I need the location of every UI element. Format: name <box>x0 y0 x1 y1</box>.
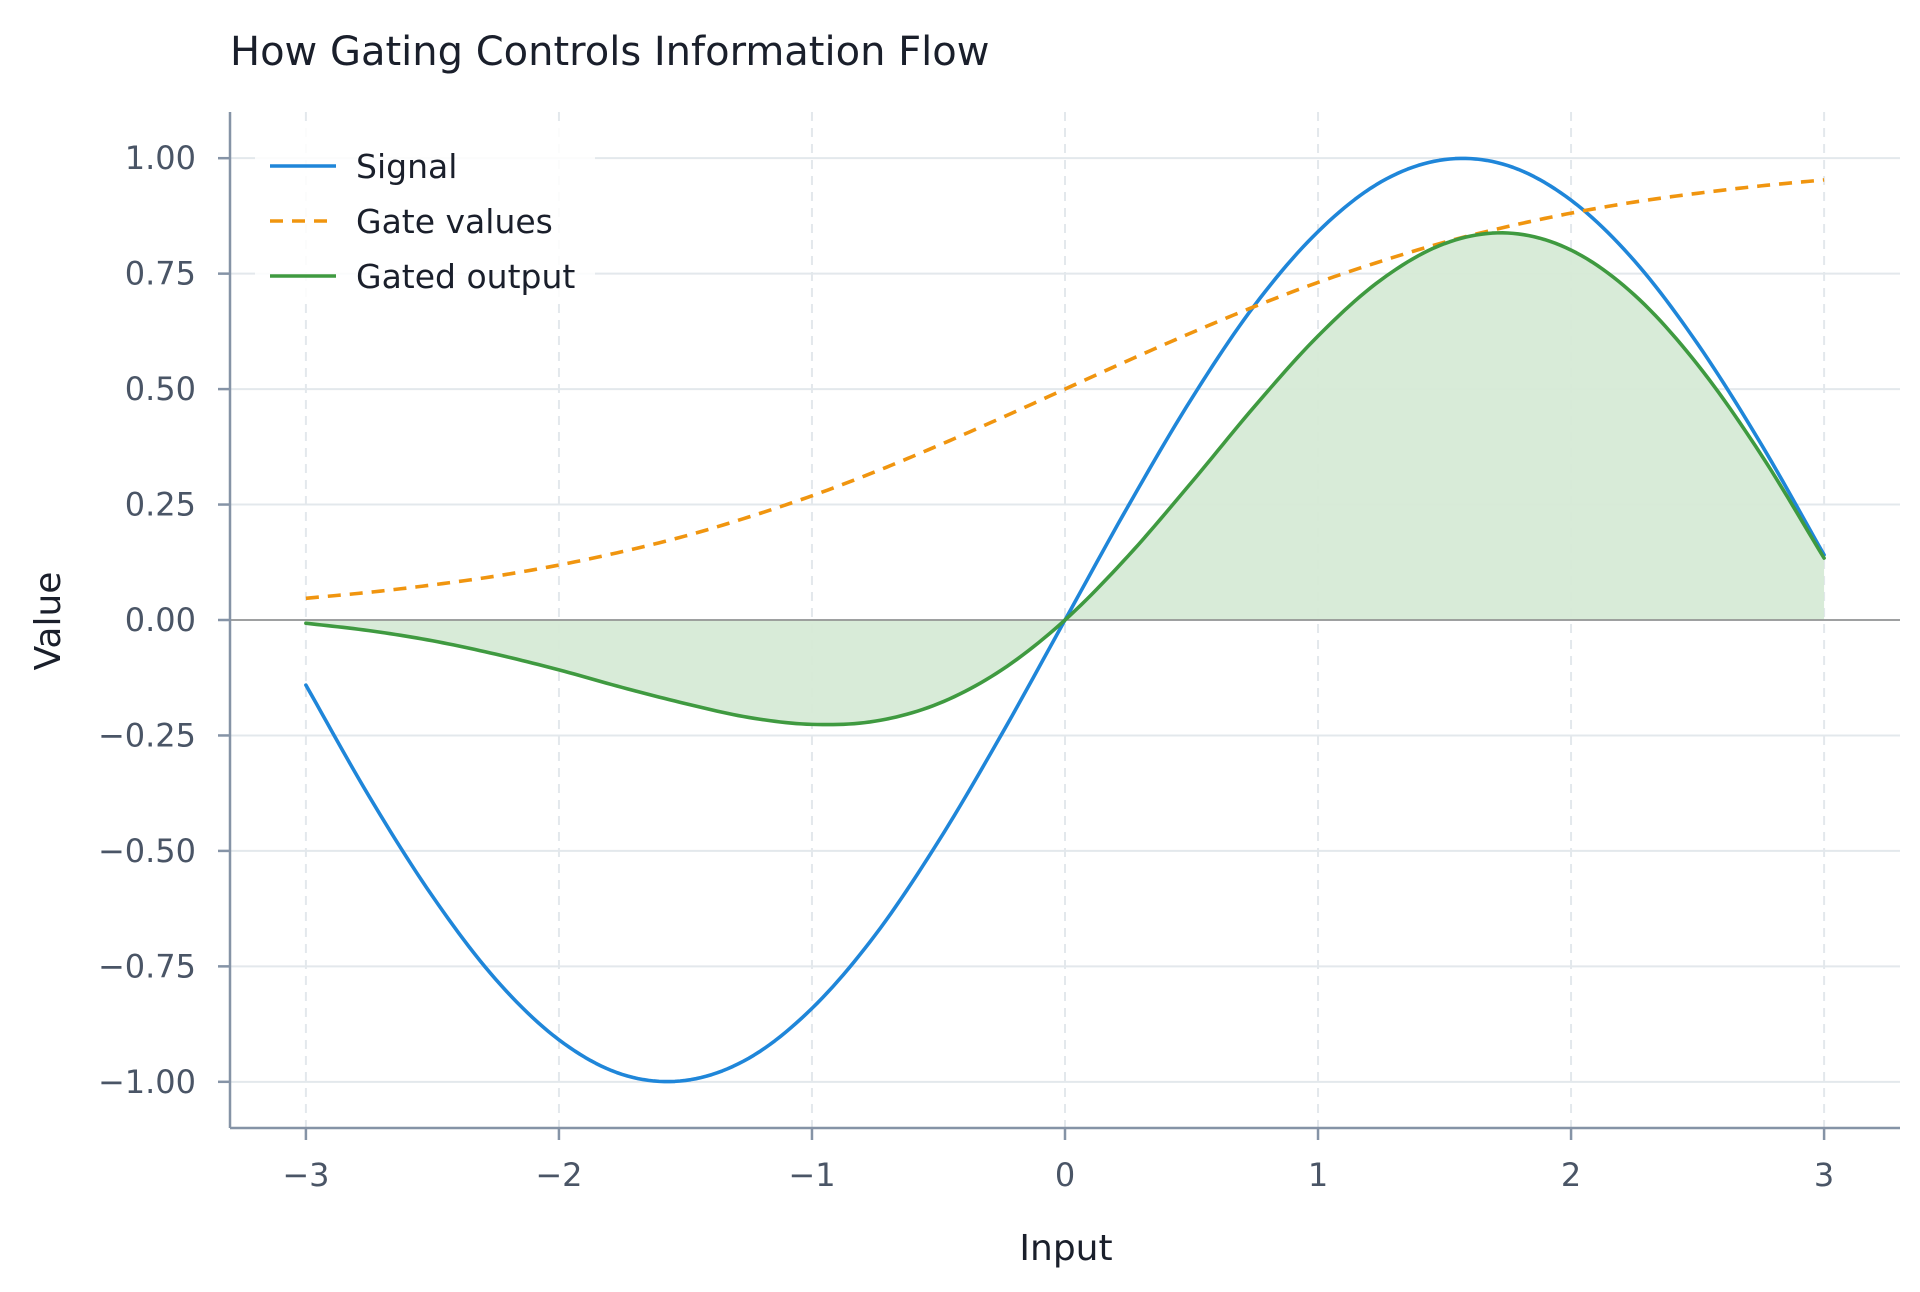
axes <box>218 112 1900 1140</box>
y-tick-label: −1.00 <box>98 1063 196 1101</box>
legend-label-gate-values: Gate values <box>356 202 553 241</box>
y-tick-label: 0.25 <box>125 486 196 524</box>
x-axis-label: Input <box>1019 1228 1112 1269</box>
chart-title: How Gating Controls Information Flow <box>230 29 989 75</box>
series-line-gated-output <box>304 231 1826 727</box>
x-tick-label: 1 <box>1308 1156 1328 1194</box>
legend-label-gated-output: Gated output <box>356 257 575 296</box>
x-tick-label: −3 <box>282 1156 329 1194</box>
y-tick-label: −0.75 <box>98 947 196 985</box>
x-tick-label: 2 <box>1561 1156 1581 1194</box>
gated-output-fill-area <box>305 232 1825 725</box>
series-line-gate-values <box>305 178 1825 601</box>
y-tick-label: 0.75 <box>125 255 196 293</box>
legend-box <box>255 126 595 304</box>
y-tick-label: −0.50 <box>98 832 196 870</box>
x-tick-label: 3 <box>1814 1156 1834 1194</box>
y-tick-label: 0.50 <box>125 370 196 408</box>
fill-area-layer <box>305 232 1825 725</box>
y-axis-label: Value <box>28 572 69 671</box>
y-tick-label: −0.25 <box>98 716 196 754</box>
tick-labels: −1.00 −0.75 −0.50 −0.25 0.00 0.25 0.50 0.75 1.00… <box>98 139 1834 1194</box>
y-tick-label: 0.00 <box>125 601 196 639</box>
y-tick-label: 1.00 <box>125 139 196 177</box>
x-tick-label: 0 <box>1055 1156 1075 1194</box>
legend-label-signal: Signal <box>356 147 457 186</box>
x-tick-label: −2 <box>535 1156 582 1194</box>
x-tick-label: −1 <box>788 1156 835 1194</box>
series-layer <box>304 156 1826 1084</box>
legend: Signal Gate values Gated output <box>255 126 595 304</box>
